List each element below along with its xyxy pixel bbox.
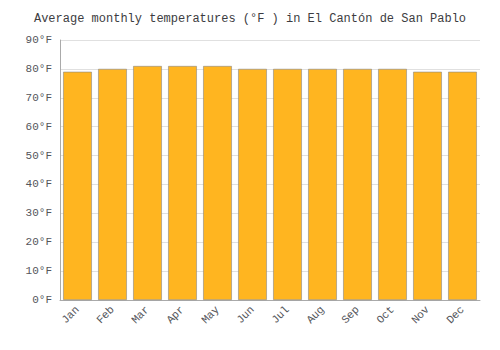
svg-text:10°F: 10°F [26, 265, 52, 277]
svg-text:Sep: Sep [339, 304, 361, 326]
svg-text:30°F: 30°F [26, 207, 52, 219]
svg-text:Feb: Feb [94, 304, 116, 326]
svg-text:Dec: Dec [444, 304, 466, 326]
svg-text:Jan: Jan [59, 304, 81, 326]
svg-text:Mar: Mar [129, 304, 151, 326]
svg-text:0°F: 0°F [32, 294, 52, 306]
svg-text:Nov: Nov [409, 303, 432, 326]
svg-text:20°F: 20°F [26, 236, 52, 248]
svg-text:Aug: Aug [304, 304, 326, 326]
svg-text:50°F: 50°F [26, 150, 52, 162]
svg-text:Jun: Jun [234, 304, 256, 326]
svg-text:Oct: Oct [374, 304, 396, 326]
svg-text:90°F: 90°F [26, 34, 52, 46]
svg-text:May: May [199, 303, 222, 326]
svg-text:70°F: 70°F [26, 92, 52, 104]
svg-text:40°F: 40°F [26, 178, 52, 190]
svg-text:80°F: 80°F [26, 63, 52, 75]
svg-text:Apr: Apr [164, 304, 186, 326]
svg-text:Jul: Jul [269, 304, 291, 326]
svg-text:60°F: 60°F [26, 121, 52, 133]
svg-text:Average monthly temperatures (: Average monthly temperatures (°F ) in El… [34, 12, 466, 26]
